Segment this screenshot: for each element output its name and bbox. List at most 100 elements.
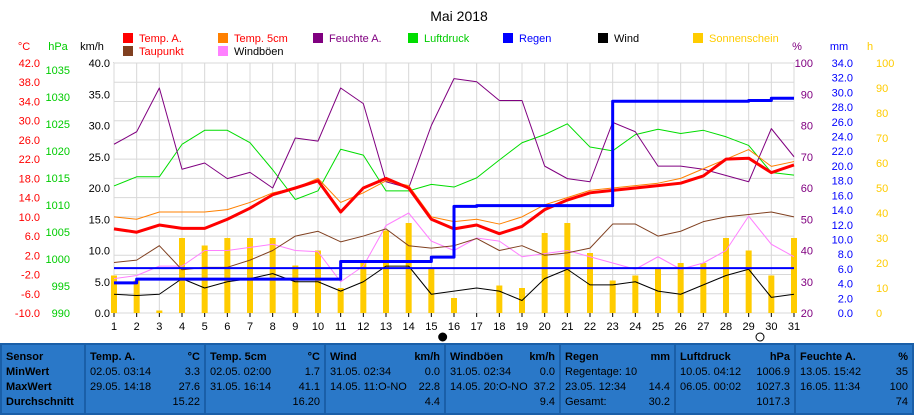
- tick-label-temp_c: 38.0: [19, 77, 40, 89]
- tick-label-temp_c: -2.0: [21, 270, 40, 282]
- tick-label-wind_kmh: 25.0: [89, 152, 110, 164]
- stats-block-unit: °C: [307, 351, 320, 363]
- tick-label-sun_h: 80: [876, 108, 888, 120]
- x-tick-label: 19: [516, 321, 528, 333]
- tick-label-humidity_pct: 100: [795, 58, 813, 70]
- tick-label-temp_c: 10.0: [19, 212, 40, 224]
- stats-row-value: 37.2: [533, 381, 555, 393]
- stats-row-value: 35: [895, 366, 908, 378]
- stats-block-unit: km/h: [529, 351, 555, 363]
- sunshine-bar: [700, 263, 707, 313]
- legend-label: Temp. A.: [139, 33, 182, 45]
- stats-row-label: 31.05. 02:34: [450, 366, 512, 378]
- tick-label-humidity_pct: 60: [801, 183, 813, 195]
- legend-swatch: [123, 46, 133, 56]
- tick-label-temp_c: 18.0: [19, 173, 40, 185]
- sunshine-bar: [587, 253, 593, 313]
- stats-row: 14.05. 20:O-NO 37.2: [450, 381, 555, 394]
- x-tick-label: 5: [202, 321, 208, 333]
- legend-label: Sonnenschein: [709, 33, 779, 45]
- x-tick-label: 13: [380, 321, 392, 333]
- sunshine-bar: [541, 233, 548, 313]
- stats-row-label: 31.05. 16:14: [210, 381, 272, 393]
- tick-label-rain_mm: 32.0: [832, 73, 853, 85]
- tick-label-rain_mm: 16.0: [832, 190, 853, 202]
- stats-row-value: 30.2: [648, 396, 670, 408]
- stats-row-label: 31.05. 02:34: [330, 366, 392, 378]
- sunshine-bar: [745, 250, 752, 313]
- stats-row-value: 15.22: [172, 396, 200, 408]
- tick-label-rain_mm: 20.0: [832, 161, 853, 173]
- stats-block-luftdruck: Luftdruck hPa 10.05. 04:12 1006.9 06.05. 00:…: [676, 345, 794, 413]
- stats-block-regen: Regen mm Regentage: 10 23.05. 12:34 14.4 Gesa…: [561, 345, 674, 413]
- legend-label: Regen: [519, 33, 551, 45]
- stats-row: 02.05. 03:14 3.3: [90, 366, 200, 379]
- tick-label-rain_mm: 14.0: [832, 205, 853, 217]
- stats-row: 16.20: [210, 396, 320, 409]
- tick-label-temp_c: 34.0: [19, 96, 40, 108]
- tick-label-sun_h: 10: [876, 283, 888, 295]
- stats-row: 31.05. 02:34 0.0: [330, 366, 440, 379]
- x-tick-label: 4: [179, 321, 185, 333]
- sunshine-bar: [768, 275, 775, 313]
- legend-swatch: [598, 33, 608, 43]
- stats-row: Gesamt: 30.2: [565, 396, 670, 409]
- stats-min-label: MinWert: [6, 366, 50, 378]
- tick-label-wind_kmh: 10.0: [89, 246, 110, 258]
- stats-row-label: 13.05. 15:42: [800, 366, 862, 378]
- tick-label-temp_c: 26.0: [19, 135, 40, 147]
- sunshine-bar: [791, 238, 797, 313]
- tick-label-humidity_pct: 20: [801, 308, 813, 320]
- stats-row-value: 100: [889, 381, 908, 393]
- tick-label-temp_c: 2.0: [25, 250, 40, 262]
- stats-row-value: 0.0: [424, 366, 440, 378]
- stats-row-label: Gesamt:: [565, 396, 607, 408]
- x-tick-label: 21: [561, 321, 573, 333]
- x-tick-label: 10: [312, 321, 324, 333]
- legend-swatch: [123, 33, 133, 43]
- stats-row-value: 41.1: [298, 381, 320, 393]
- sunshine-bar: [383, 230, 389, 313]
- stats-block-title: Wind km/h: [330, 351, 440, 364]
- axis-unit-labels: °C hPa km/h% mm h: [18, 41, 873, 53]
- x-tick-label: 7: [247, 321, 253, 333]
- legend-swatch: [218, 33, 228, 43]
- stats-row-label: 29.05. 14:18: [90, 381, 152, 393]
- tick-label-humidity_pct: 30: [801, 277, 813, 289]
- x-tick-label: 9: [292, 321, 298, 333]
- tick-label-pressure_hpa: 1015: [46, 173, 70, 185]
- legend-label: Temp. 5cm: [234, 33, 288, 45]
- tick-label-pressure_hpa: 1035: [46, 65, 70, 77]
- tick-label-sun_h: 40: [876, 208, 888, 220]
- tick-label-humidity_pct: 70: [801, 152, 813, 164]
- sunshine-bar: [632, 275, 639, 313]
- stats-row-label: 14.05. 20:O-NO: [450, 381, 528, 393]
- stats-row-value: 0.0: [539, 366, 555, 378]
- x-tick-label: 28: [720, 321, 732, 333]
- sunshine-bar: [292, 265, 299, 313]
- legend-swatch: [408, 33, 418, 43]
- tick-label-rain_mm: 2.0: [838, 293, 853, 305]
- tick-label-wind_kmh: 15.0: [89, 214, 110, 226]
- tick-label-pressure_hpa: 995: [52, 281, 70, 293]
- tick-label-temp_c: 30.0: [19, 116, 40, 128]
- x-tick-label: 25: [652, 321, 664, 333]
- full-moon-marker: [755, 332, 765, 342]
- tick-label-sun_h: 100: [876, 58, 894, 70]
- legend-label: Feuchte A.: [329, 33, 382, 45]
- stats-row-value: 14.4: [648, 381, 670, 393]
- sunshine-bar: [360, 263, 367, 313]
- tick-label-humidity_pct: 80: [801, 121, 813, 133]
- tick-label-rain_mm: 4.0: [838, 279, 853, 291]
- tick-label-pressure_hpa: 1005: [46, 227, 70, 239]
- tick-label-rain_mm: 30.0: [832, 87, 853, 99]
- tick-label-pressure_hpa: 1030: [46, 92, 70, 104]
- legend-label: Wind: [614, 33, 639, 45]
- x-tick-label: 11: [335, 321, 346, 333]
- series-luftdruck: [113, 123, 795, 200]
- x-tick-label: 6: [224, 321, 230, 333]
- stats-block-unit: hPa: [769, 351, 790, 363]
- tick-label-rain_mm: 0.0: [838, 308, 853, 320]
- stats-row-value: 4.4: [424, 396, 440, 408]
- axis-ticks: 42.0 38.0 34.0 30.0 26.0 22.0 18.0 14.0 10.0 6.0 2…: [15, 58, 894, 320]
